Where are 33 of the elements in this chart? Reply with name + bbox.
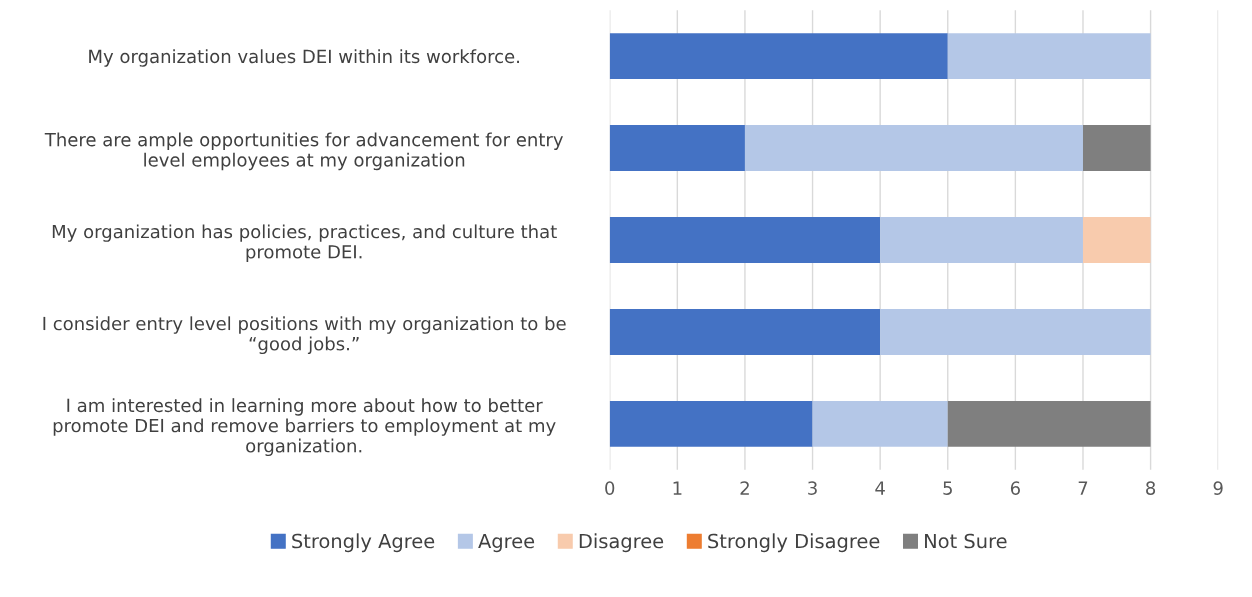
y-tick-label: My organization has policies, practices, and culture that promote DEI. — [52, 224, 557, 263]
bar — [880, 308, 1151, 355]
x-tick-label: 9 — [1213, 481, 1223, 495]
bar — [609, 400, 813, 447]
x-tick-label: 1 — [673, 481, 682, 495]
legend-label: Strongly Agree — [292, 533, 435, 553]
bar — [744, 125, 1083, 172]
bar — [609, 308, 881, 355]
x-tick-label: 7 — [1078, 481, 1088, 495]
x-tick-label: 3 — [808, 481, 817, 495]
bar — [947, 400, 1151, 447]
x-tick-label: 2 — [740, 481, 749, 495]
bar — [880, 217, 1083, 263]
bar — [1082, 217, 1151, 263]
x-tick-label: 4 — [875, 481, 885, 495]
bar — [1082, 125, 1151, 172]
legend-label: Strongly Disagree — [708, 533, 880, 553]
bar — [947, 33, 1151, 80]
y-tick-label: I am interested in learning more about how to better promote DEI and remove barriers to employment at my organization. — [53, 398, 556, 457]
y-tick-label: There are ample opportunities for advancement for entry level employees at my organization — [44, 132, 563, 171]
legend-label: Agree — [478, 533, 535, 553]
x-tick-label: 5 — [943, 481, 952, 495]
y-tick-label: My organization values DEI within its workforce. — [89, 49, 519, 67]
y-tick-label: I consider entry level positions with my organization to be “good jobs.” — [43, 316, 566, 355]
x-tick-label: 0 — [605, 481, 615, 495]
x-tick-label: 8 — [1146, 481, 1156, 495]
legend-label: Disagree — [579, 533, 664, 553]
bar — [609, 33, 948, 80]
legend-label: Not Sure — [925, 533, 1007, 549]
bar — [609, 217, 881, 263]
bar — [609, 125, 745, 172]
x-tick-label: 6 — [1010, 481, 1020, 495]
bar — [812, 400, 948, 447]
